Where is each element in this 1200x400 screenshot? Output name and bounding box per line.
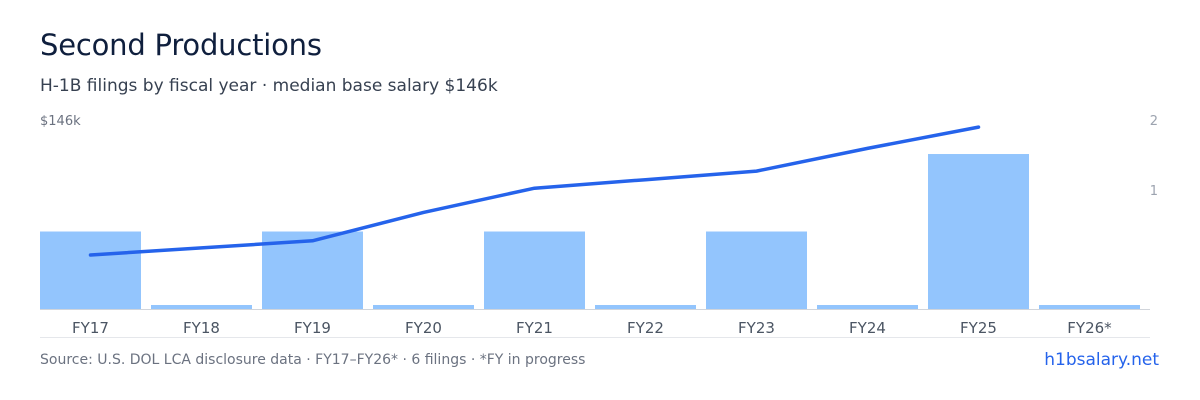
bar	[1039, 305, 1140, 309]
bar	[373, 305, 474, 309]
source-note: Source: U.S. DOL LCA disclosure data · F…	[40, 352, 586, 368]
bar	[928, 154, 1029, 309]
salary-line	[88, 125, 981, 257]
bar	[484, 231, 585, 309]
x-tick-label: FY20	[405, 319, 442, 337]
bar	[40, 231, 141, 309]
x-tick-label: FY23	[738, 319, 775, 337]
x-tick-label: FY17	[72, 319, 109, 337]
y-left-label: $146k	[40, 114, 81, 129]
y-right-tick-label: 2	[1150, 114, 1158, 129]
site-link[interactable]: h1bsalary.net	[1044, 350, 1159, 370]
bar	[595, 305, 696, 309]
x-tick-label: FY26*	[1067, 319, 1112, 337]
x-tick-label: FY22	[627, 319, 664, 337]
x-tick-label: FY19	[294, 319, 331, 337]
x-tick-label: FY25	[960, 319, 997, 337]
bar	[817, 305, 918, 309]
chart-subtitle: H-1B filings by fiscal year · median bas…	[40, 76, 498, 96]
x-tick-label: FY21	[516, 319, 553, 337]
bar	[706, 231, 807, 309]
x-tick-label: FY18	[183, 319, 220, 337]
x-tick-label: FY24	[849, 319, 886, 337]
bar	[151, 305, 252, 309]
y-right-tick-label: 1	[1150, 184, 1158, 199]
chart-title: Second Productions	[40, 28, 322, 62]
